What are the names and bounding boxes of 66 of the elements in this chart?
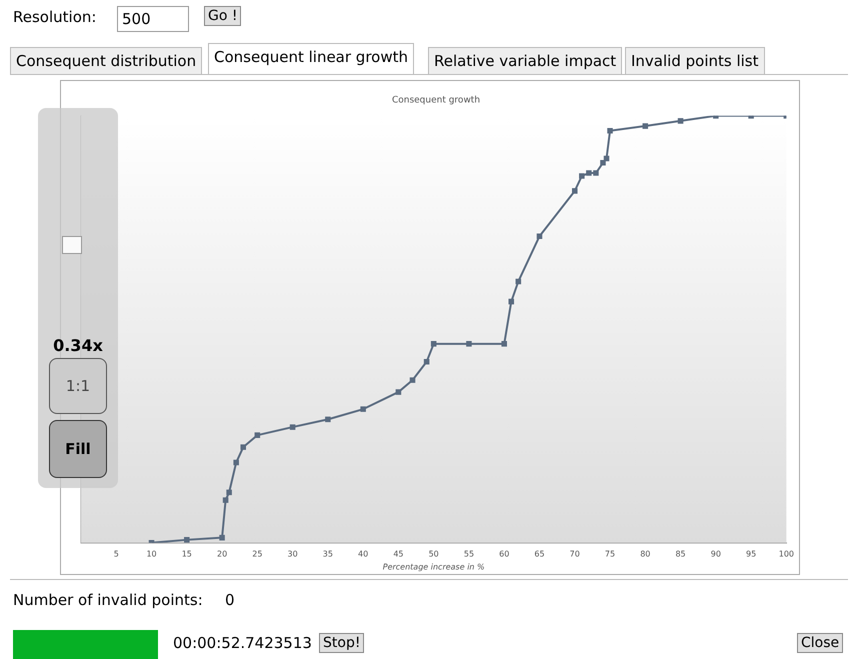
- point: [536, 233, 542, 239]
- x-tick-label: 30: [288, 550, 298, 559]
- point: [240, 444, 246, 450]
- annotation: 1:1: [49, 358, 107, 414]
- point: [396, 389, 402, 395]
- x-tick-label: 80: [640, 550, 650, 559]
- point: [466, 341, 472, 347]
- chart-title: Consequent growth: [392, 96, 480, 106]
- text: Consequent linear growth: [208, 43, 414, 75]
- annotation: Fill: [49, 420, 107, 478]
- x-axis-title: Percentage increase in %: [382, 562, 485, 572]
- point: [586, 170, 592, 176]
- point: [410, 377, 416, 383]
- text: Resolution:: [13, 8, 96, 26]
- x-tick-label: 20: [216, 550, 228, 559]
- point: [607, 128, 613, 134]
- x-tick-label: 95: [746, 550, 756, 559]
- x-tick-label: 35: [322, 550, 333, 559]
- text: Stop!: [319, 633, 364, 653]
- point: [325, 416, 331, 422]
- point: [424, 358, 430, 365]
- text: Invalid points list: [625, 47, 764, 75]
- text: 0: [225, 591, 235, 609]
- x-tick-label: 45: [393, 550, 404, 559]
- point: [290, 424, 296, 430]
- x-tick-label: 85: [675, 550, 686, 559]
- text: 00:00:52.7423513: [173, 634, 312, 652]
- text: 500: [117, 6, 189, 32]
- x-tick-label: 90: [710, 550, 721, 559]
- x-tick-label: 75: [604, 550, 616, 559]
- text: Consequent distribution: [10, 47, 202, 75]
- text: Close: [797, 633, 844, 653]
- x-tick-label: 25: [252, 550, 262, 559]
- x-tick-label: 60: [499, 550, 510, 559]
- text: Go !: [204, 6, 242, 26]
- annotation: 0.34x: [52, 336, 104, 355]
- point: [604, 156, 610, 162]
- point: [430, 341, 436, 347]
- point: [254, 432, 260, 438]
- x-tick-label: 10: [146, 550, 157, 559]
- point: [508, 298, 514, 304]
- x-tick-label: 55: [464, 550, 474, 559]
- point: [226, 490, 232, 496]
- point: [501, 341, 507, 347]
- text: Relative variable impact: [428, 47, 622, 75]
- text: Number of invalid points:: [13, 591, 203, 609]
- point: [579, 173, 585, 179]
- point: [516, 278, 522, 284]
- x-tick-label: 40: [358, 550, 368, 559]
- x-tick-label: 70: [570, 550, 580, 559]
- x-tick-label: 5: [114, 550, 119, 559]
- point: [642, 123, 648, 129]
- x-tick-label: 100: [778, 550, 794, 559]
- point: [593, 170, 599, 176]
- point: [222, 497, 228, 503]
- zoom-panel: 0.34x 1:1 Fill: [38, 108, 118, 488]
- x-tick-label: 65: [534, 550, 545, 559]
- x-tick-label: 15: [182, 550, 192, 559]
- point: [233, 460, 239, 466]
- x-tick-label: 50: [428, 550, 439, 559]
- point: [572, 188, 578, 194]
- point: [184, 537, 190, 543]
- point: [600, 160, 606, 166]
- point: [360, 406, 366, 412]
- point: [678, 118, 684, 124]
- point: [219, 534, 225, 540]
